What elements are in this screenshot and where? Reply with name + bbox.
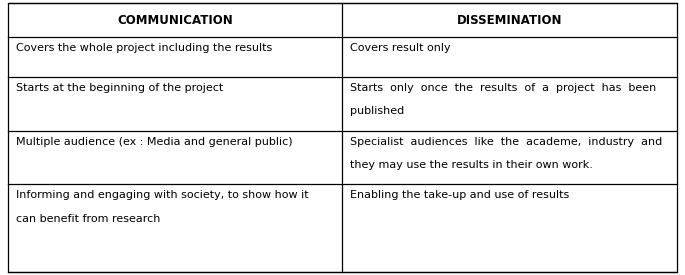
Text: Informing and engaging with society, to show how it

can benefit from research: Informing and engaging with society, to … — [16, 190, 309, 224]
Text: Starts  only  once  the  results  of  a  project  has  been

published: Starts only once the results of a projec… — [351, 83, 657, 116]
Text: Enabling the take-up and use of results: Enabling the take-up and use of results — [351, 190, 570, 200]
Text: Multiple audience (ex : Media and general public): Multiple audience (ex : Media and genera… — [16, 136, 292, 147]
Text: Starts at the beginning of the project: Starts at the beginning of the project — [16, 83, 223, 93]
Text: COMMUNICATION: COMMUNICATION — [117, 13, 233, 27]
Text: Covers the whole project including the results: Covers the whole project including the r… — [16, 43, 272, 53]
Text: DISSEMINATION: DISSEMINATION — [457, 13, 562, 27]
Text: Covers result only: Covers result only — [351, 43, 451, 53]
Text: Specialist  audiences  like  the  academe,  industry  and

they may use the resu: Specialist audiences like the academe, i… — [351, 136, 663, 170]
